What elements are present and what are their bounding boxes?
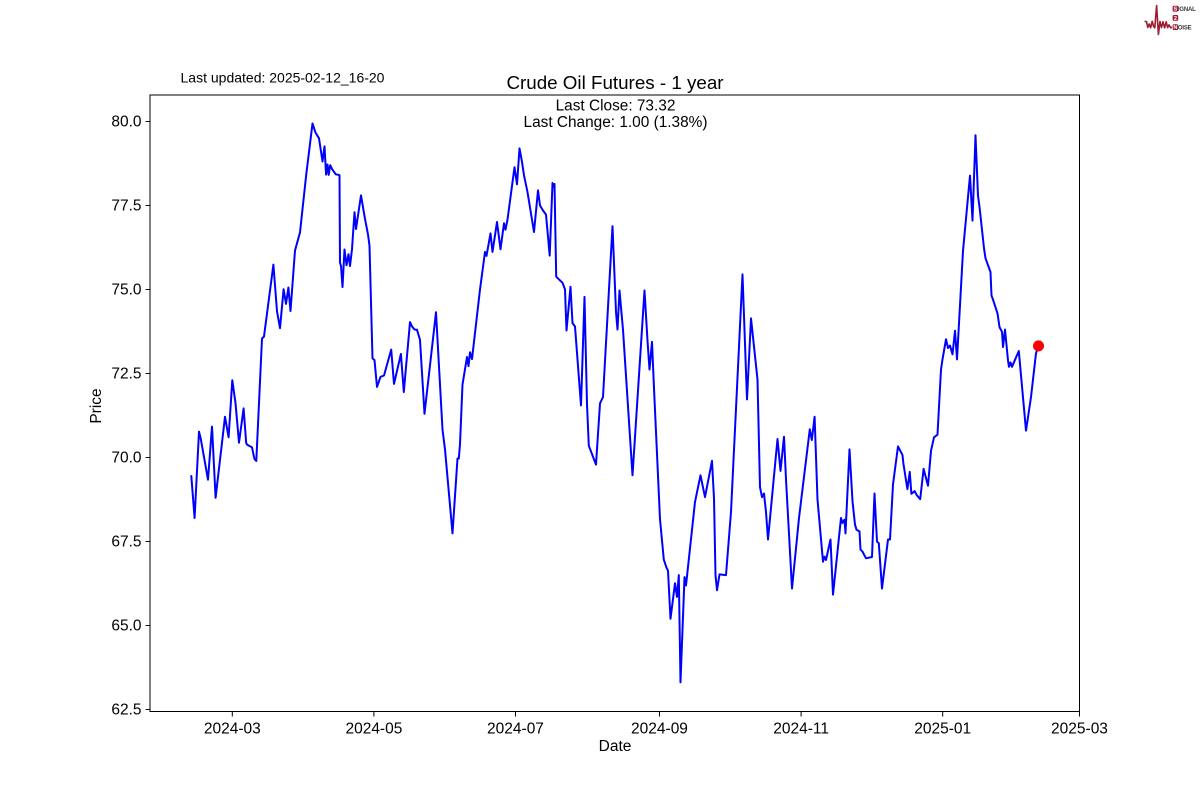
svg-text:S: S	[1174, 7, 1178, 13]
svg-text:67.5: 67.5	[111, 534, 141, 551]
svg-text:2025-01: 2025-01	[914, 721, 971, 738]
svg-text:Crude Oil Futures - 1 year: Crude Oil Futures - 1 year	[506, 72, 723, 93]
svg-text:2024-03: 2024-03	[204, 721, 261, 738]
svg-text:Last Change: 1.00 (1.38%): Last Change: 1.00 (1.38%)	[524, 114, 708, 131]
svg-text:2024-07: 2024-07	[487, 721, 544, 738]
svg-text:N: N	[1173, 25, 1177, 31]
svg-text:70.0: 70.0	[111, 450, 142, 467]
svg-text:IGNAL: IGNAL	[1178, 7, 1196, 13]
svg-text:2024-11: 2024-11	[773, 721, 829, 738]
svg-text:OISE: OISE	[1178, 26, 1192, 32]
svg-text:Price: Price	[88, 388, 105, 423]
svg-text:80.0: 80.0	[111, 114, 142, 131]
svg-text:Last Close: 73.32: Last Close: 73.32	[556, 98, 676, 115]
svg-text:62.5: 62.5	[111, 702, 141, 719]
svg-text:75.0: 75.0	[111, 282, 142, 299]
svg-text:72.5: 72.5	[111, 366, 141, 383]
svg-text:2024-09: 2024-09	[631, 721, 688, 738]
svg-text:77.5: 77.5	[111, 198, 141, 215]
svg-text:2024-05: 2024-05	[345, 721, 402, 738]
svg-text:2: 2	[1174, 16, 1177, 22]
svg-text:Date: Date	[599, 738, 632, 755]
svg-text:65.0: 65.0	[111, 618, 142, 635]
svg-text:2025-03: 2025-03	[1051, 721, 1108, 738]
svg-text:Last updated: 2025-02-12_16-20: Last updated: 2025-02-12_16-20	[181, 69, 385, 85]
